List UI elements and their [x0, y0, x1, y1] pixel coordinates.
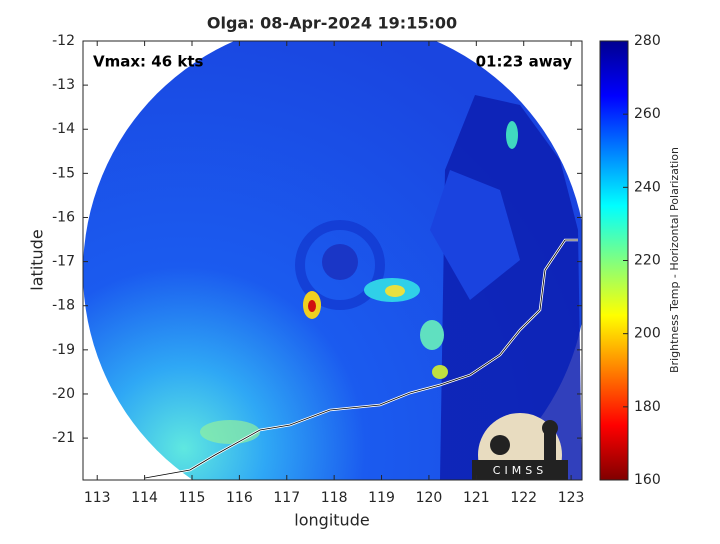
y-tick-label: -16	[52, 209, 75, 225]
y-tick-label: -17	[52, 254, 75, 270]
colorbar-tick-label: 200	[634, 326, 661, 342]
annotation: Vmax: 46 kts	[93, 53, 203, 71]
x-tick-label: 118	[321, 490, 348, 506]
y-axis-label: latitude	[28, 229, 47, 290]
y-tick-label: -21	[52, 430, 75, 446]
y-tick-label: -15	[52, 165, 75, 181]
y-tick-label: -14	[52, 121, 75, 137]
logo: CIMSS	[472, 413, 568, 480]
chart-title: Olga: 08-Apr-2024 19:15:00	[207, 14, 457, 33]
colorbar-tick-label: 240	[634, 179, 661, 195]
y-tick-label: -18	[52, 298, 75, 314]
colorbar-label: Brightness Temp - Horizontal Polarizatio…	[668, 147, 681, 373]
x-tick-label: 119	[368, 490, 395, 506]
y-tick-label: -19	[52, 342, 75, 358]
x-tick-label: 115	[179, 490, 206, 506]
x-tick-label: 117	[273, 490, 300, 506]
x-tick-label: 123	[558, 490, 585, 506]
x-tick-label: 113	[84, 490, 111, 506]
x-tick-label: 120	[416, 490, 443, 506]
x-tick-label: 116	[226, 490, 253, 506]
y-tick-label: -13	[52, 77, 75, 93]
swath	[83, 41, 582, 480]
x-tick-label: 114	[131, 490, 158, 506]
annotation: 01:23 away	[476, 53, 573, 71]
plot-frame	[82, 40, 583, 481]
coastline-edge	[144, 239, 578, 479]
logo-text: CIMSS	[493, 464, 547, 477]
x-tick-label: 122	[510, 490, 537, 506]
colorbar-tick-label: 160	[634, 472, 661, 488]
y-tick-label: -20	[52, 386, 75, 402]
y-tick-label: -12	[52, 33, 75, 49]
x-axis-label: longitude	[294, 511, 369, 530]
colorbar-tick-label: 220	[634, 253, 661, 269]
colorbar-tick-label: 260	[634, 106, 661, 122]
colorbar-tick-label: 280	[634, 33, 661, 49]
x-tick-label: 121	[463, 490, 490, 506]
colorbar-tick-label: 180	[634, 399, 661, 415]
